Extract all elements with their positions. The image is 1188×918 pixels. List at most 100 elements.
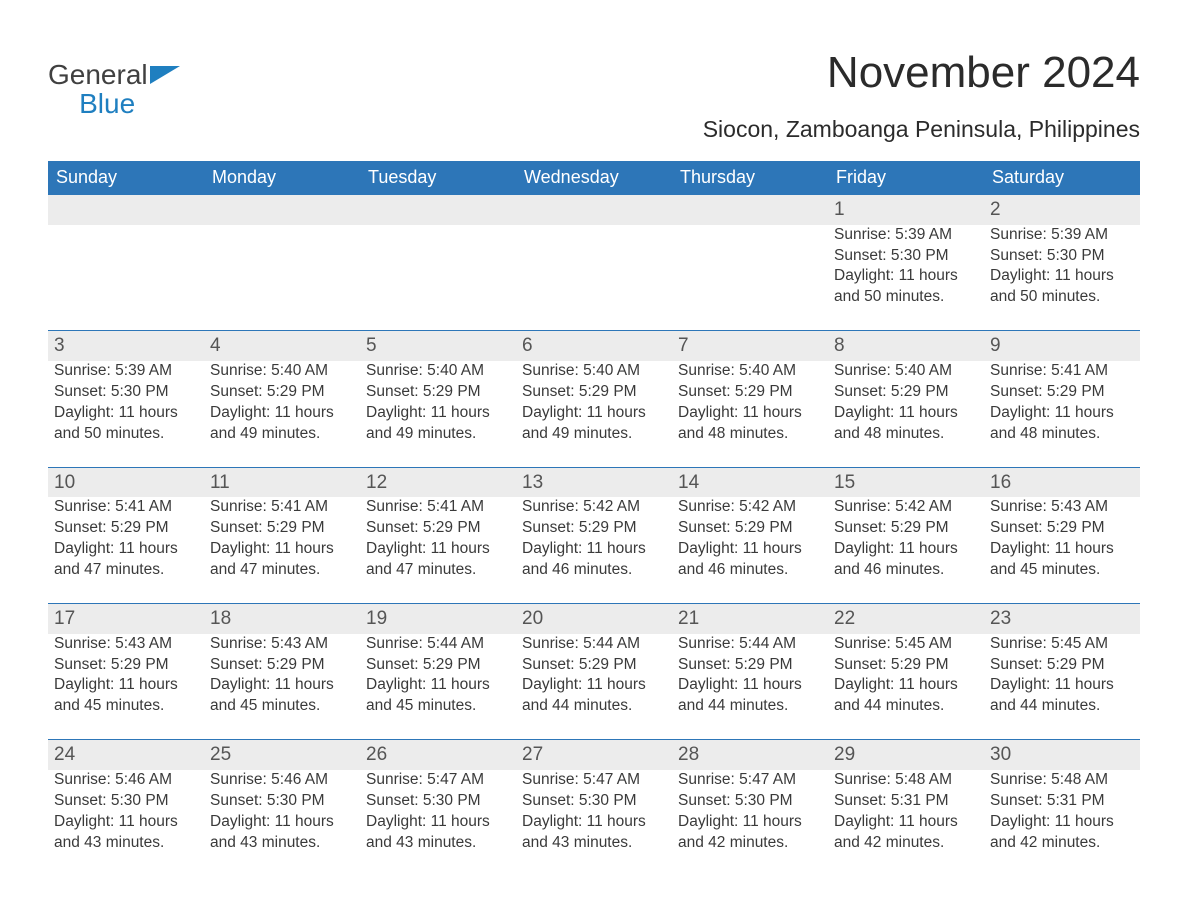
day-number-cell: 15 [828,467,984,497]
day-sunrise: Sunrise: 5:45 AM [834,634,978,655]
day-day1: Daylight: 11 hours [678,812,822,833]
day-info-cell: Sunrise: 5:39 AMSunset: 5:30 PMDaylight:… [828,225,984,331]
day-info-cell: Sunrise: 5:46 AMSunset: 5:30 PMDaylight:… [48,770,204,876]
day-day2: and 47 minutes. [366,560,510,581]
day-number-cell: 5 [360,331,516,361]
day-day2: and 46 minutes. [678,560,822,581]
day-header-row: SundayMondayTuesdayWednesdayThursdayFrid… [48,161,1140,195]
day-info-cell: Sunrise: 5:39 AMSunset: 5:30 PMDaylight:… [984,225,1140,331]
day-info-cell: Sunrise: 5:48 AMSunset: 5:31 PMDaylight:… [828,770,984,876]
day-number-cell: 13 [516,467,672,497]
day-day1: Daylight: 11 hours [834,812,978,833]
day-info-cell [204,225,360,331]
day-day2: and 45 minutes. [366,696,510,717]
day-number-cell: 7 [672,331,828,361]
day-number-cell: 17 [48,603,204,633]
day-number-cell: 29 [828,740,984,770]
day-day2: and 46 minutes. [834,560,978,581]
day-number-cell: 8 [828,331,984,361]
day-sunset: Sunset: 5:29 PM [834,382,978,403]
day-sunset: Sunset: 5:29 PM [522,382,666,403]
day-day2: and 43 minutes. [522,833,666,854]
day-sunset: Sunset: 5:29 PM [990,518,1134,539]
day-day1: Daylight: 11 hours [834,539,978,560]
day-number-cell [360,195,516,225]
day-sunrise: Sunrise: 5:41 AM [54,497,198,518]
day-sunrise: Sunrise: 5:42 AM [522,497,666,518]
day-info-cell: Sunrise: 5:42 AMSunset: 5:29 PMDaylight:… [672,497,828,603]
day-day2: and 42 minutes. [678,833,822,854]
week-body-row: Sunrise: 5:43 AMSunset: 5:29 PMDaylight:… [48,634,1140,740]
day-day1: Daylight: 11 hours [990,266,1134,287]
day-day1: Daylight: 11 hours [522,539,666,560]
brand-text: General Blue [48,60,148,119]
day-day2: and 50 minutes. [54,424,198,445]
location-subtitle: Siocon, Zamboanga Peninsula, Philippines [703,116,1140,143]
day-day2: and 48 minutes. [834,424,978,445]
day-sunset: Sunset: 5:30 PM [522,791,666,812]
week-body-row: Sunrise: 5:41 AMSunset: 5:29 PMDaylight:… [48,497,1140,603]
day-sunrise: Sunrise: 5:40 AM [834,361,978,382]
day-header: Sunday [48,161,204,195]
day-sunrise: Sunrise: 5:47 AM [678,770,822,791]
day-sunset: Sunset: 5:29 PM [210,655,354,676]
day-info-cell: Sunrise: 5:40 AMSunset: 5:29 PMDaylight:… [672,361,828,467]
day-sunrise: Sunrise: 5:42 AM [678,497,822,518]
day-day1: Daylight: 11 hours [678,403,822,424]
day-info-cell [516,225,672,331]
day-info-cell: Sunrise: 5:41 AMSunset: 5:29 PMDaylight:… [204,497,360,603]
day-sunset: Sunset: 5:30 PM [678,791,822,812]
day-sunset: Sunset: 5:29 PM [54,655,198,676]
day-sunrise: Sunrise: 5:47 AM [522,770,666,791]
day-day1: Daylight: 11 hours [54,675,198,696]
day-day1: Daylight: 11 hours [54,403,198,424]
brand-word2: Blue [79,88,135,119]
week-body-row: Sunrise: 5:39 AMSunset: 5:30 PMDaylight:… [48,361,1140,467]
day-sunrise: Sunrise: 5:39 AM [54,361,198,382]
day-day1: Daylight: 11 hours [678,675,822,696]
day-day2: and 50 minutes. [834,287,978,308]
day-sunset: Sunset: 5:30 PM [54,791,198,812]
day-info-cell: Sunrise: 5:44 AMSunset: 5:29 PMDaylight:… [672,634,828,740]
day-day2: and 44 minutes. [834,696,978,717]
day-sunset: Sunset: 5:30 PM [54,382,198,403]
day-info-cell [360,225,516,331]
day-sunrise: Sunrise: 5:42 AM [834,497,978,518]
day-sunrise: Sunrise: 5:41 AM [210,497,354,518]
day-day2: and 44 minutes. [522,696,666,717]
day-day1: Daylight: 11 hours [522,403,666,424]
day-sunrise: Sunrise: 5:40 AM [678,361,822,382]
day-sunset: Sunset: 5:29 PM [522,518,666,539]
day-sunrise: Sunrise: 5:40 AM [522,361,666,382]
day-info-cell: Sunrise: 5:40 AMSunset: 5:29 PMDaylight:… [204,361,360,467]
day-sunset: Sunset: 5:29 PM [210,518,354,539]
page-title: November 2024 [703,48,1140,98]
day-sunset: Sunset: 5:29 PM [678,382,822,403]
day-number-cell: 20 [516,603,672,633]
day-number-cell: 12 [360,467,516,497]
day-sunrise: Sunrise: 5:40 AM [210,361,354,382]
day-day2: and 47 minutes. [210,560,354,581]
day-info-cell: Sunrise: 5:43 AMSunset: 5:29 PMDaylight:… [48,634,204,740]
day-number-cell: 23 [984,603,1140,633]
day-number-cell: 3 [48,331,204,361]
day-info-cell: Sunrise: 5:46 AMSunset: 5:30 PMDaylight:… [204,770,360,876]
day-info-cell: Sunrise: 5:47 AMSunset: 5:30 PMDaylight:… [360,770,516,876]
day-number-cell: 9 [984,331,1140,361]
day-header: Monday [204,161,360,195]
day-day1: Daylight: 11 hours [678,539,822,560]
week-daynum-row: 24252627282930 [48,740,1140,770]
day-sunset: Sunset: 5:31 PM [990,791,1134,812]
week-daynum-row: 17181920212223 [48,603,1140,633]
day-day1: Daylight: 11 hours [834,266,978,287]
day-number-cell: 28 [672,740,828,770]
day-sunset: Sunset: 5:30 PM [210,791,354,812]
week-daynum-row: 12 [48,195,1140,225]
day-sunrise: Sunrise: 5:48 AM [834,770,978,791]
day-day2: and 44 minutes. [678,696,822,717]
day-sunrise: Sunrise: 5:40 AM [366,361,510,382]
day-info-cell: Sunrise: 5:45 AMSunset: 5:29 PMDaylight:… [828,634,984,740]
day-sunset: Sunset: 5:29 PM [522,655,666,676]
day-info-cell: Sunrise: 5:47 AMSunset: 5:30 PMDaylight:… [516,770,672,876]
day-day2: and 42 minutes. [834,833,978,854]
